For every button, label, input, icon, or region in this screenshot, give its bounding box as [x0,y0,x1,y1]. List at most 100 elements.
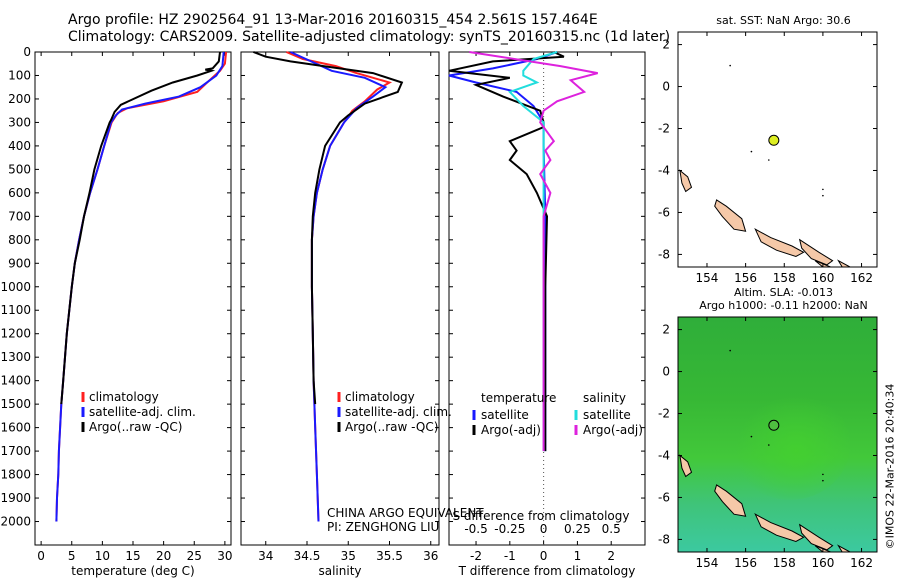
y-tick-label: 700 [8,209,31,223]
x2-tick-label: -0.5 [464,522,487,536]
y-tick-label: -6 [658,490,670,504]
island [679,169,693,193]
y-tick-label: 1900 [0,491,31,505]
y-tick-label: 900 [8,256,31,270]
y-tick-label: 400 [8,139,31,153]
island [714,484,747,517]
legend-heading: temperature [481,391,556,405]
legend-label: satellite-adj. clim. [89,405,196,419]
y-tick-label: 1100 [0,303,31,317]
x-tick-label: 34.5 [294,549,321,563]
salinity-profile: 34 34.5 35 35.5 36 salinity [240,51,440,578]
island [837,259,851,267]
legend-label: satellite [583,408,631,422]
island [837,544,851,552]
map-title: Argo h1000: -0.11 h2000: NaN [699,299,868,312]
x-tick-label: 25 [187,549,202,563]
y-tick-label: 300 [8,115,31,129]
sla-map-frame [677,316,878,553]
x2-tick-label: 0.25 [564,522,591,536]
y-tick-label: 1000 [0,280,31,294]
x-tick-label: 160 [811,556,834,570]
x-tick-label: 2 [607,549,615,563]
x-tick-label: 154 [696,271,719,285]
y-tick-label: -6 [658,205,670,219]
legend-heading: salinity [583,391,626,405]
series-line [290,51,388,522]
y-tick-label: 1600 [0,421,31,435]
y-tick-label: 2 [662,38,670,52]
y-tick-label: 1300 [0,350,31,364]
y-tick-label: 100 [8,68,31,82]
difference-profile-frame [448,51,646,546]
legend-label: Argo(..raw -QC) [89,420,182,434]
x-tick-label: 162 [850,556,873,570]
x-tick-label: 158 [773,271,796,285]
islet [768,159,770,161]
y-tick-label: -4 [658,448,670,462]
legend-label: climatology [345,390,415,404]
y-tick-label: 500 [8,162,31,176]
islet [822,473,824,476]
series-line [253,51,404,405]
legend-label: satellite [481,408,529,422]
island [754,513,805,543]
salinity-profile-frame [240,51,440,546]
x-tick-label: 10 [95,549,110,563]
y-tick-label: 0 [662,365,670,379]
y-tick-label: 1800 [0,468,31,482]
island [714,199,747,232]
annotation-line: PI: ZENGHONG LIU [327,520,439,534]
islet [729,64,731,67]
x-tick-label: 20 [156,549,171,563]
x-tick-label: 0 [540,549,548,563]
islet [750,150,753,153]
x-axis-label: T difference from climatology [458,564,636,578]
sst-map-frame [677,31,878,268]
islet [729,349,731,352]
legend-label: Argo(-adj) [481,423,541,437]
y-tick-label: 1500 [0,397,31,411]
legend-label: Argo(-adj) [583,423,643,437]
x-tick-label: 30 [217,549,232,563]
x-tick-label: 156 [734,556,757,570]
argo-location-marker [768,134,780,146]
y-tick-label: 600 [8,186,31,200]
y-tick-label: 2000 [0,515,31,529]
y-tick-label: -4 [658,163,670,177]
island [679,454,693,478]
x-tick-label: 162 [850,271,873,285]
island [754,228,805,258]
y-tick-label: -2 [658,407,670,421]
header-line-1: Argo profile: HZ 2902564_91 13-Mar-2016 … [68,12,598,28]
legend-label: satellite-adj. clim. [345,405,452,419]
islet [750,435,753,438]
x-axis-label: salinity [318,564,361,578]
map-title: Altim. SLA: -0.013 [734,286,833,299]
argo-location-marker [768,419,780,431]
y-tick-label: 800 [8,233,31,247]
header-line-2: Climatology: CARS2009. Satellite-adjuste… [68,29,671,45]
y-tick-label: 2 [662,323,670,337]
y-tick-label: -8 [658,532,670,546]
series-line [60,51,221,405]
x-tick-label: -2 [470,549,482,563]
x-tick-label: 15 [125,549,140,563]
x2-tick-label: 0 [540,522,548,536]
difference-profile: -2 -1 0 1 2 -0.5 -0.25 0 0.25 0.5S difference fro… [448,51,646,578]
difference-legend: temperature salinitysatelliteArgo(-adj)sa… [472,391,643,437]
annotation-line: CHINA ARGO EQUIVALENT [327,506,484,520]
island [798,523,834,551]
x-tick-label: 35 [341,549,356,563]
legend-label: climatology [89,390,159,404]
x2-tick-label: 0.5 [602,522,621,536]
x2-tick-label: -0.25 [494,522,525,536]
legend-label: Argo(..raw -QC) [345,420,438,434]
y-tick-label: 1700 [0,444,31,458]
temperature-profile: 0 5 10 15 20 25 300100200300400500600700800900… [0,45,232,578]
y-tick-label: 0 [23,45,31,59]
x-tick-label: 154 [696,556,719,570]
